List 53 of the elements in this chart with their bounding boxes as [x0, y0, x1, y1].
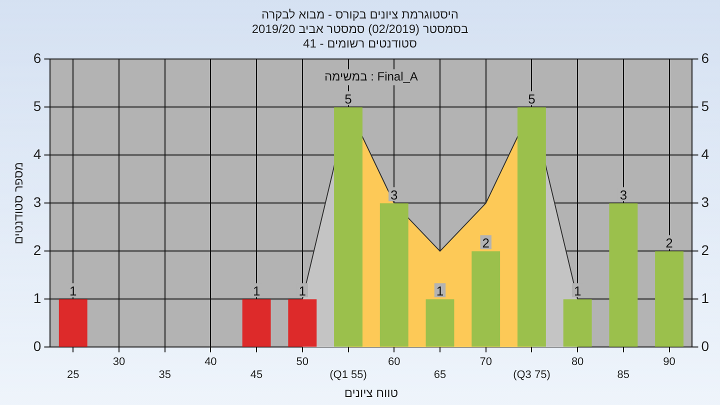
- x-tick-label: (Q3 75): [513, 369, 550, 382]
- data-label: 5: [344, 91, 352, 106]
- bar: [242, 299, 271, 347]
- x-tick-label: 35: [158, 369, 171, 382]
- data-label: 1: [252, 283, 260, 298]
- x-tick-label: 40: [204, 356, 217, 368]
- bar: [380, 203, 408, 347]
- y2-tick-label: 1: [701, 290, 710, 306]
- data-label: 1: [298, 283, 306, 298]
- x-tick-label: 60: [388, 356, 400, 368]
- data-label: 1: [70, 283, 77, 298]
- y-tick-label: 4: [33, 146, 42, 162]
- y-axis-title: מספר סטודנטים: [12, 162, 26, 244]
- y-tick-label: 1: [33, 290, 42, 306]
- bar: [472, 251, 500, 347]
- bar: [58, 299, 88, 347]
- data-label: 3: [620, 187, 628, 202]
- y2-tick-label: 2: [701, 242, 710, 258]
- y2-tick-label: 3: [701, 194, 710, 210]
- y-tick-label: 3: [33, 194, 42, 210]
- data-label: 2: [666, 235, 673, 250]
- y2-tick-label: 0: [701, 338, 710, 354]
- y2-tick-label: 6: [701, 50, 710, 66]
- x-tick-label: 65: [434, 369, 446, 382]
- x-tick-label: 45: [250, 369, 263, 382]
- y-tick-label: 6: [33, 50, 42, 66]
- y-tick-label: 0: [33, 338, 42, 354]
- y-tick-label: 5: [33, 98, 42, 114]
- data-label: 1: [436, 283, 444, 298]
- x-axis-title: טווח ציונים: [344, 386, 398, 400]
- bar: [288, 299, 317, 347]
- x-tick-label: 30: [112, 356, 126, 368]
- bar: [426, 299, 454, 347]
- data-label: 1: [574, 283, 582, 298]
- x-tick-label: 25: [66, 369, 80, 382]
- x-tick-label: 80: [571, 356, 584, 368]
- x-tick-label: 85: [617, 369, 630, 382]
- x-tick-label: 50: [296, 356, 309, 368]
- x-tick-label: 90: [663, 356, 676, 368]
- y2-tick-label: 5: [701, 98, 710, 114]
- data-label: 2: [482, 235, 490, 250]
- x-tick-label: 70: [480, 356, 492, 368]
- annotation: במשימה : Final_A: [324, 70, 418, 84]
- y2-tick-label: 4: [701, 146, 710, 162]
- chart-subtitle: בסמסטר (02/2019) סמסטר אביב 2019/20 סטודנטים רשומים - 41: [252, 22, 468, 50]
- bar: [563, 299, 592, 347]
- bar: [655, 251, 684, 347]
- data-label: 3: [390, 187, 398, 202]
- x-tick-label: (Q1 55): [330, 369, 367, 382]
- bar: [609, 203, 638, 347]
- y-tick-label: 2: [33, 242, 42, 258]
- chart-title: היסטוגרמת ציונים בקורס - מבוא לבקרה: [261, 8, 459, 22]
- data-label: 5: [528, 91, 536, 106]
